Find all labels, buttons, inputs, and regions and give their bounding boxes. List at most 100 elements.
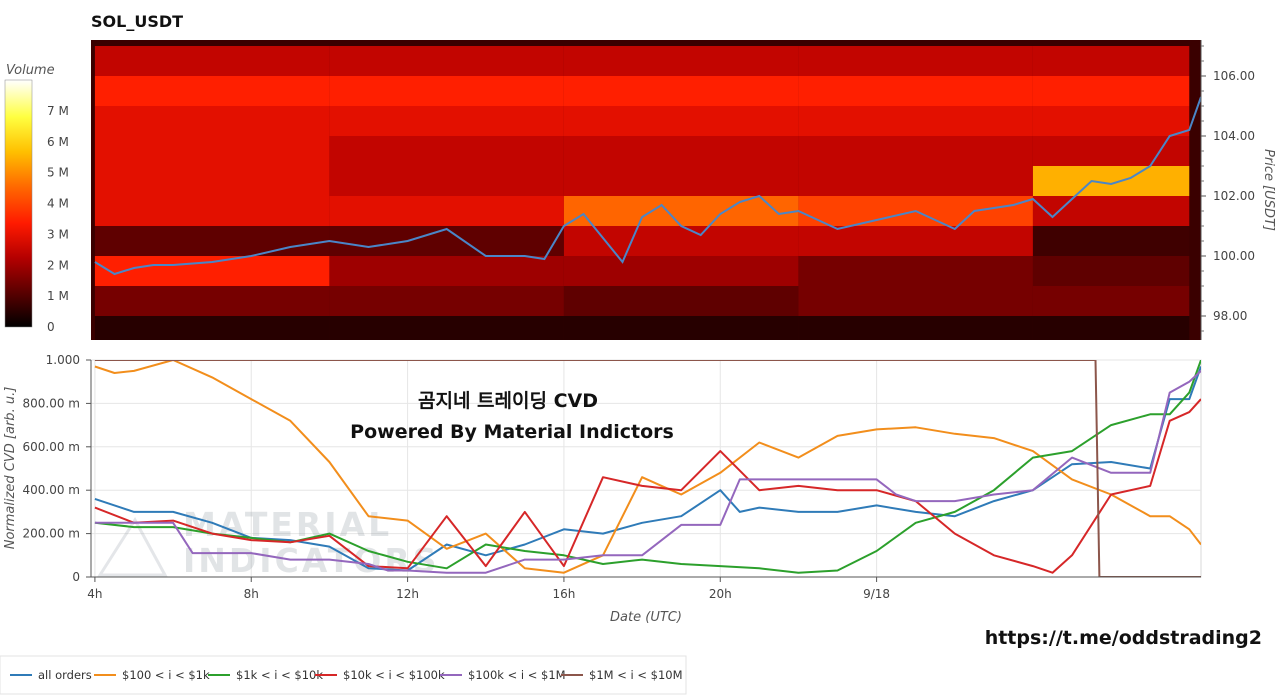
annotation-line-1: 곰지네 트레이딩 CVD [418, 390, 598, 412]
price-tick-label: 106.00 [1213, 69, 1255, 83]
heatmap-cell [329, 196, 564, 226]
colorbar-tick-label: 5 M [47, 166, 69, 180]
heatmap-cell [563, 76, 799, 106]
heatmap-cell [798, 316, 1033, 340]
telegram-link[interactable]: https://t.me/oddstrading2 [985, 627, 1262, 649]
heatmap-cell [329, 226, 564, 256]
cvd-series-line [94, 360, 1201, 574]
heatmap-cell [1032, 136, 1190, 166]
heatmap-cell [563, 316, 799, 340]
cvd-x-tick-label: 16h [552, 587, 575, 601]
heatmap-cells [91, 40, 1201, 340]
heatmap-cell [94, 76, 330, 106]
heatmap-cell [563, 46, 799, 76]
colorbar-tick-label: 6 M [47, 135, 69, 149]
heatmap-cell [798, 106, 1033, 136]
heatmap-cell [329, 46, 564, 76]
colorbar-tick-label: 1 M [47, 289, 69, 303]
heatmap-cell [94, 316, 330, 340]
cvd-series-line [94, 398, 1201, 574]
legend-label[interactable]: $100 < i < $1k [122, 668, 210, 682]
heatmap-cell [329, 136, 564, 166]
cvd-y-tick-label: 1.000 [46, 353, 80, 367]
heatmap-cell [798, 76, 1033, 106]
colorbar-title: Volume [6, 63, 55, 78]
price-tick-label: 100.00 [1213, 249, 1255, 263]
heatmap-cell [1032, 76, 1190, 106]
colorbar-ticks: 0 1 M 2 M 3 M 4 M 5 M 6 M 7 M [47, 104, 69, 334]
heatmap-cell [563, 256, 799, 286]
heatmap-cell [94, 106, 330, 136]
cvd-y-tick-label: 400.00 m [23, 483, 81, 497]
cvd-y-tick-label: 800.00 m [23, 396, 81, 410]
heatmap-cell [798, 46, 1033, 76]
heatmap-cell [1032, 196, 1190, 226]
colorbar-tick-label: 0 [47, 320, 55, 334]
heatmap-cell [798, 166, 1033, 196]
cvd-y-tick-label: 0 [72, 570, 80, 584]
legend: all orders $100 < i < $1k $1k < i < $10k $1… [10, 668, 683, 682]
heatmap-cell [1032, 316, 1190, 340]
heatmap-cell [563, 106, 799, 136]
heatmap-cell [1032, 166, 1190, 196]
colorbar-tick-label: 3 M [47, 227, 69, 241]
heatmap-cell [94, 226, 330, 256]
heatmap-cell [94, 46, 330, 76]
colorbar-tick-label: 2 M [47, 258, 69, 272]
legend-label[interactable]: all orders [38, 668, 92, 682]
heatmap-cell [563, 136, 799, 166]
heatmap-cell [94, 166, 330, 196]
heatmap-cell [329, 166, 564, 196]
price-tick-label: 104.00 [1213, 129, 1255, 143]
heatmap-cell [563, 196, 799, 226]
cvd-series-lines [94, 360, 1201, 577]
legend-label[interactable]: $1k < i < $10k [236, 668, 323, 682]
cvd-y-ticks: 0 200.00 m 400.00 m 600.00 m 800.00 m 1.000 [23, 353, 91, 584]
legend-label[interactable]: $100k < i < $1M [468, 668, 566, 682]
heatmap-cell [94, 136, 330, 166]
heatmap-cell [1032, 256, 1190, 286]
heatmap-cell [1032, 286, 1190, 316]
legend-label[interactable]: $10k < i < $100k [343, 668, 445, 682]
cvd-y-tick-label: 600.00 m [23, 440, 81, 454]
price-tick-label: 102.00 [1213, 189, 1255, 203]
cvd-x-tick-label: 9/18 [863, 587, 890, 601]
heatmap-cell [563, 286, 799, 316]
heatmap-title: SOL_USDT [91, 12, 183, 31]
watermark-mountain-icon [97, 517, 168, 577]
heatmap-cell [1032, 46, 1190, 76]
cvd-y-axis-title: Normalized CVD [arb. u.] [3, 387, 18, 550]
watermark: MATERIAL INDICATORS [97, 505, 437, 580]
heatmap-cell [1032, 106, 1190, 136]
cvd-x-tick-label: 12h [396, 587, 419, 601]
heatmap-cell [94, 256, 330, 286]
heatmap-cell [94, 196, 330, 226]
price-axis-title: Price [USDT] [1261, 149, 1276, 231]
heatmap-cell [798, 286, 1033, 316]
heatmap-cell [329, 316, 564, 340]
heatmap-cell [329, 106, 564, 136]
colorbar-tick-label: 4 M [47, 197, 69, 211]
heatmap-cell [563, 166, 799, 196]
price-tick-label: 98.00 [1213, 309, 1247, 323]
legend-label[interactable]: $1M < i < $10M [589, 668, 683, 682]
heatmap-cell [94, 286, 330, 316]
price-axis-ticks: 98.00 100.00 102.00 104.00 106.00 [1201, 45, 1255, 332]
cvd-x-tick-label: 4h [87, 587, 102, 601]
cvd-x-tick-label: 8h [244, 587, 259, 601]
price-line [94, 96, 1201, 276]
heatmap-cell [798, 136, 1033, 166]
heatmap-cell [1032, 226, 1190, 256]
colorbar [4, 79, 33, 328]
heatmap-cell [329, 286, 564, 316]
cvd-series-line [94, 360, 1201, 577]
heatmap-cell [563, 226, 799, 256]
heatmap-cell [798, 226, 1033, 256]
cvd-x-tick-label: 20h [709, 587, 732, 601]
colorbar-tick-label: 7 M [47, 104, 69, 118]
cvd-series-line [94, 370, 1201, 574]
heatmap-cell [329, 76, 564, 106]
heatmap-cell [798, 256, 1033, 286]
cvd-x-ticks: 4h 8h 12h 16h 20h 9/18 [87, 577, 890, 601]
